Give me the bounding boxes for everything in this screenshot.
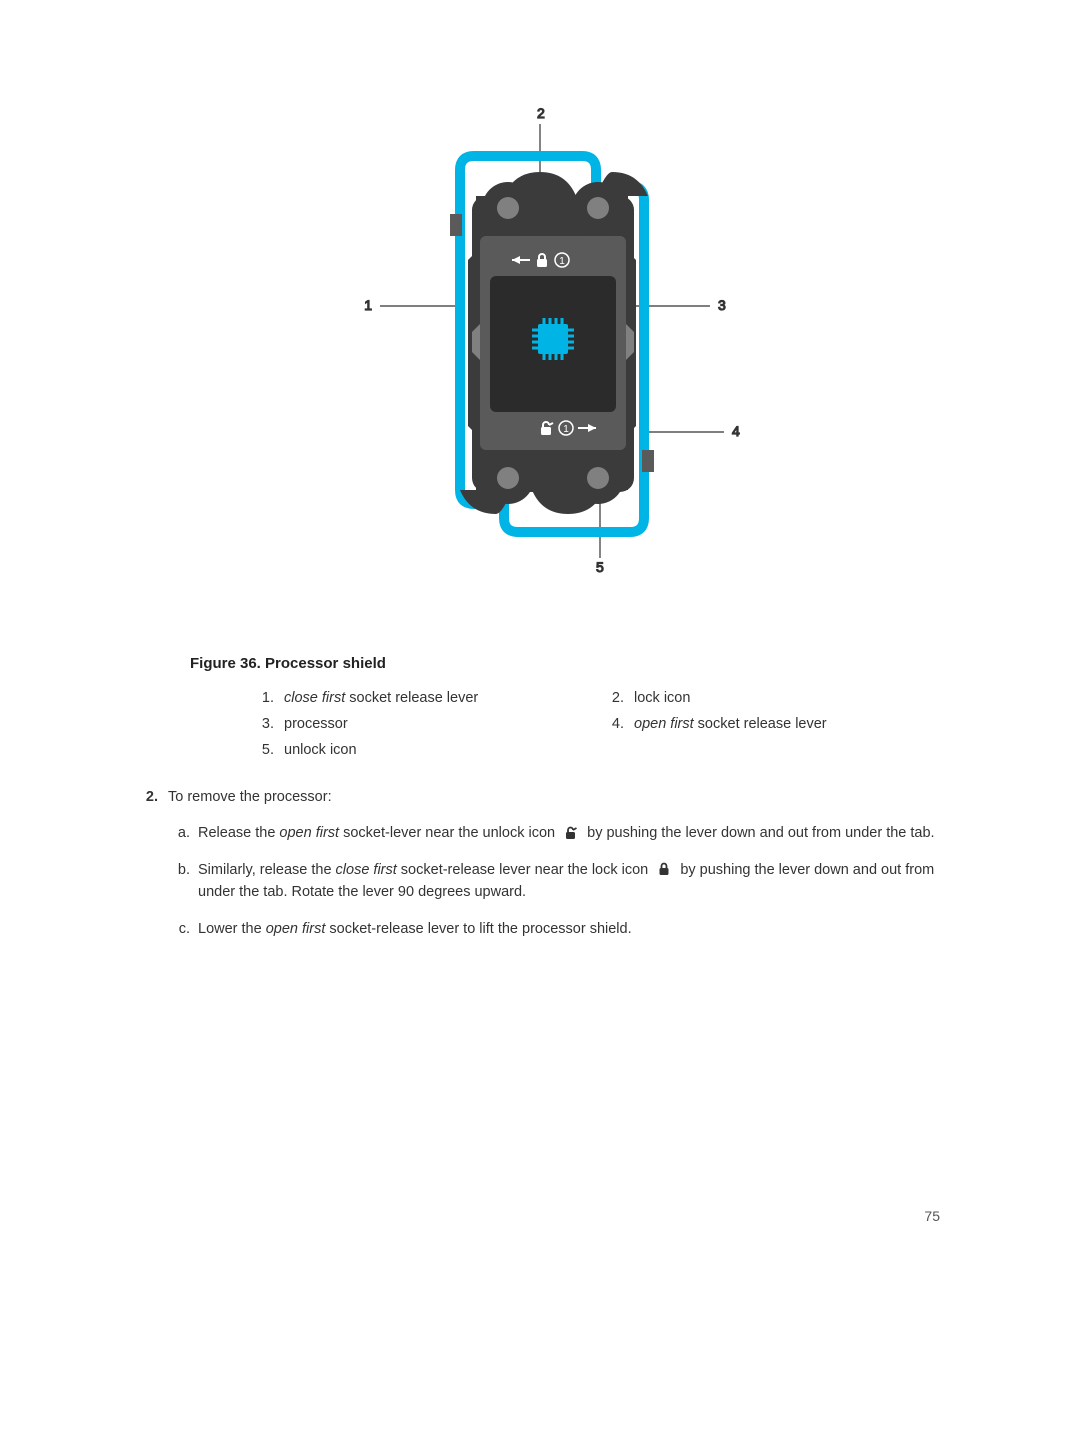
legend-item: 1. close first socket release lever <box>250 690 600 706</box>
callout-2: 2 <box>537 105 545 121</box>
screw-icon <box>587 467 609 489</box>
figure-caption: Figure 36. Processor shield <box>190 655 950 672</box>
sub-item: b. Similarly, release the close first so… <box>168 859 950 904</box>
step-text: To remove the processor: <box>168 786 332 808</box>
figure-container: 2 1 3 4 5 <box>130 100 950 615</box>
unlock-icon <box>563 825 579 841</box>
legend-item: 5. unlock icon <box>250 742 610 758</box>
svg-text:1: 1 <box>559 256 565 267</box>
sub-item: c. Lower the open first socket-release l… <box>168 918 950 940</box>
callout-4: 4 <box>732 423 740 439</box>
callout-3: 3 <box>718 297 726 313</box>
lever-tab-right <box>642 450 654 472</box>
legend-item: 3. processor <box>250 716 600 732</box>
callout-1: 1 <box>364 297 372 313</box>
screw-icon <box>587 197 609 219</box>
lock-icon <box>656 861 672 877</box>
socket-overlay: 1 <box>472 182 634 504</box>
legend-item: 2. lock icon <box>600 690 950 706</box>
page-number: 75 <box>924 1208 940 1224</box>
step-number: 2. <box>130 786 158 808</box>
legend-item: 4. open first socket release lever <box>600 716 950 732</box>
sub-list: a. Release the open first socket-lever n… <box>168 822 950 940</box>
screw-icon <box>497 467 519 489</box>
screw-icon <box>497 197 519 219</box>
page: 2 1 3 4 5 <box>0 0 1080 1434</box>
legend: 1. close first socket release lever 2. l… <box>250 690 950 758</box>
step-block: 2. To remove the processor: a. Release t… <box>130 786 950 940</box>
svg-text:1: 1 <box>563 424 569 435</box>
callout-5: 5 <box>596 559 604 575</box>
sub-item: a. Release the open first socket-lever n… <box>168 822 950 844</box>
processor-shield-diagram: 2 1 3 4 5 <box>280 100 800 610</box>
lever-tab-left <box>450 214 462 236</box>
